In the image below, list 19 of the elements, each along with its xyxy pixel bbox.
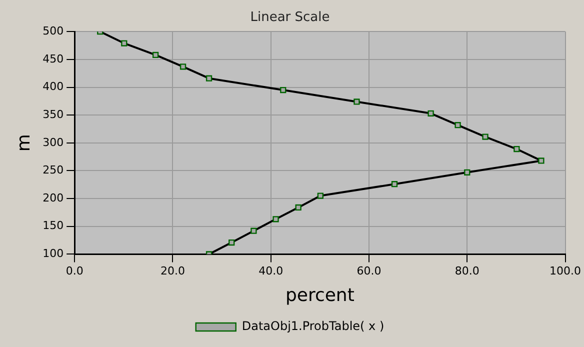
x-axis-title: percent — [285, 284, 354, 306]
y-axis-title: m — [13, 134, 34, 152]
y-tick-label: 450 — [42, 52, 64, 66]
legend-label: DataObj1.ProbTable( x ) — [242, 319, 384, 334]
y-tick-label: 150 — [42, 219, 64, 232]
x-tick-label: 0.0 — [66, 264, 84, 278]
y-tick-label: 350 — [42, 108, 64, 121]
x-tick-label: 40.0 — [258, 264, 284, 278]
x-tick-label: 20.0 — [160, 264, 185, 278]
y-tick-label: 500 — [42, 24, 64, 38]
chart-title: Linear Scale — [250, 10, 330, 26]
x-tick-label: 80.0 — [454, 264, 480, 278]
y-tick-label: 100 — [42, 247, 64, 260]
y-tick-label: 250 — [42, 164, 64, 177]
x-tick-label: 100.0 — [550, 264, 582, 278]
y-tick-label: 300 — [42, 136, 64, 149]
y-tick-label: 400 — [42, 80, 64, 94]
x-tick-label: 60.0 — [356, 264, 382, 278]
y-tick-label: 200 — [42, 191, 64, 204]
